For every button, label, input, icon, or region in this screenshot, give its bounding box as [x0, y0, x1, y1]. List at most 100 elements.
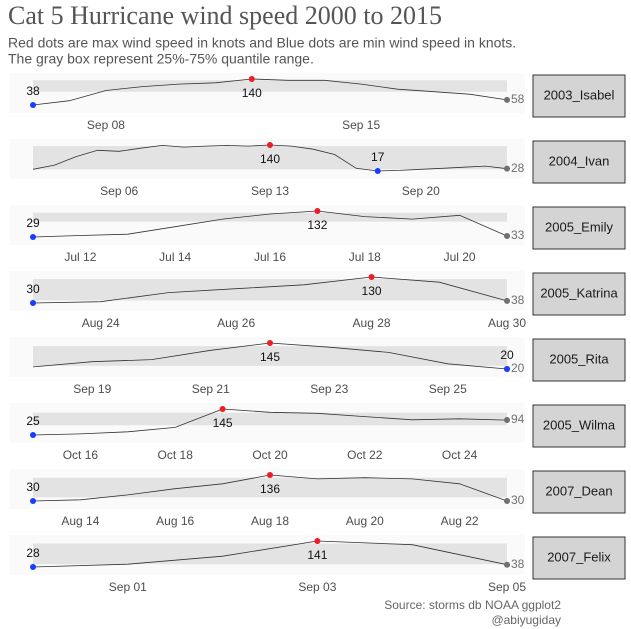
x-tick-label: Aug 26 [217, 316, 255, 330]
last-label: 33 [511, 228, 525, 242]
caption: @abiyugiday [491, 613, 561, 627]
x-tick-label: Aug 30 [488, 316, 526, 330]
last-label: 38 [511, 557, 525, 571]
x-tick-label: Aug 16 [156, 514, 194, 528]
min-label: 17 [371, 150, 385, 164]
wind-line [32, 408, 508, 436]
max-label: 130 [362, 284, 382, 298]
strip [532, 470, 626, 514]
x-tick-label: Jul 18 [349, 250, 381, 264]
min-label: 38 [26, 84, 40, 98]
wind-line [32, 540, 508, 568]
last-dot [504, 232, 510, 239]
max-dot [248, 76, 255, 82]
min-label: 28 [26, 546, 40, 560]
x-tick-label: Sep 19 [73, 382, 111, 396]
x-tick-label: Oct 22 [347, 448, 383, 462]
last-dot [504, 165, 510, 172]
strip-label: 2005_Katrina [540, 285, 618, 300]
max-dot [267, 340, 273, 346]
x-tick-label: Aug 20 [346, 514, 384, 528]
strip [532, 272, 626, 316]
min-dot [30, 102, 36, 108]
x-tick-label: Sep 03 [298, 580, 336, 594]
min-label: 29 [26, 216, 40, 230]
max-dot [314, 538, 321, 544]
x-tick-label: Oct 24 [442, 448, 478, 462]
min-dot [30, 564, 36, 570]
quantile-box [33, 212, 507, 222]
x-tick-label: Jul 12 [64, 250, 96, 264]
last-label: 30 [511, 493, 525, 507]
last-dot [504, 561, 510, 568]
x-tick-label: Oct 16 [63, 448, 99, 462]
wind-line [32, 210, 508, 238]
caption: Source: storms db NOAA ggplot2 [384, 598, 561, 612]
quantile-box [33, 146, 507, 170]
x-tick-label: Aug 18 [251, 514, 289, 528]
x-tick-label: Sep 23 [310, 382, 348, 396]
max-dot [368, 274, 375, 280]
x-tick-label: Sep 08 [87, 118, 125, 132]
strip [532, 206, 626, 250]
x-tick-label: Aug 14 [61, 514, 99, 528]
max-dot [314, 208, 321, 214]
last-label: 20 [511, 361, 525, 375]
wind-line [32, 78, 508, 106]
x-tick-label: Sep 01 [109, 580, 147, 594]
strip-label: 2005_Rita [549, 351, 609, 366]
quantile-box [33, 543, 507, 565]
subtitle: Red dots are max wind speed in knots and… [8, 35, 516, 51]
x-tick-label: Jul 16 [254, 250, 286, 264]
x-tick-label: Aug 28 [353, 316, 391, 330]
last-dot [504, 297, 510, 304]
wind-line [32, 276, 508, 304]
strip [532, 140, 626, 184]
min-dot [30, 432, 36, 438]
strip-label: 2005_Emily [545, 219, 613, 234]
panel-bg [10, 205, 525, 245]
last-dot [504, 417, 510, 424]
max-label: 145 [213, 416, 233, 430]
last-dot [504, 96, 510, 103]
strip [532, 74, 626, 118]
strip-label: 2007_Dean [545, 483, 612, 498]
quantile-box [33, 477, 507, 498]
min-dot [30, 234, 36, 240]
max-label: 141 [307, 548, 327, 562]
min-label: 25 [26, 414, 40, 428]
min-dot [30, 300, 36, 306]
x-tick-label: Sep 13 [251, 184, 289, 198]
max-label: 140 [260, 152, 280, 166]
max-dot [267, 472, 273, 478]
x-tick-label: Sep 06 [100, 184, 138, 198]
x-tick-label: Jul 14 [159, 250, 191, 264]
chart-title: Cat 5 Hurricane wind speed 2000 to 2015 [8, 1, 442, 30]
max-dot [267, 142, 273, 148]
min-label: 30 [26, 480, 40, 494]
x-tick-label: Aug 22 [441, 514, 479, 528]
min-dot [504, 366, 510, 372]
strip-label: 2004_Ivan [549, 153, 610, 168]
min-dot [374, 168, 381, 174]
strip [532, 536, 626, 580]
x-tick-label: Oct 18 [158, 448, 194, 462]
min-label: 20 [500, 348, 514, 362]
quantile-box [33, 412, 507, 426]
min-label: 30 [26, 282, 40, 296]
max-label: 145 [260, 350, 280, 364]
last-label: 28 [511, 161, 525, 175]
last-label: 38 [511, 293, 525, 307]
strip [532, 338, 626, 382]
subtitle: The gray box represent 25%-75% quantile … [8, 51, 314, 67]
x-tick-label: Oct 20 [252, 448, 288, 462]
max-label: 132 [307, 218, 327, 232]
strip-label: 2003_Isabel [544, 87, 615, 102]
last-label: 58 [511, 92, 525, 106]
last-label: 94 [511, 412, 525, 426]
x-tick-label: Sep 20 [402, 184, 440, 198]
strip [532, 404, 626, 448]
strip-label: 2007_Felix [547, 549, 611, 564]
